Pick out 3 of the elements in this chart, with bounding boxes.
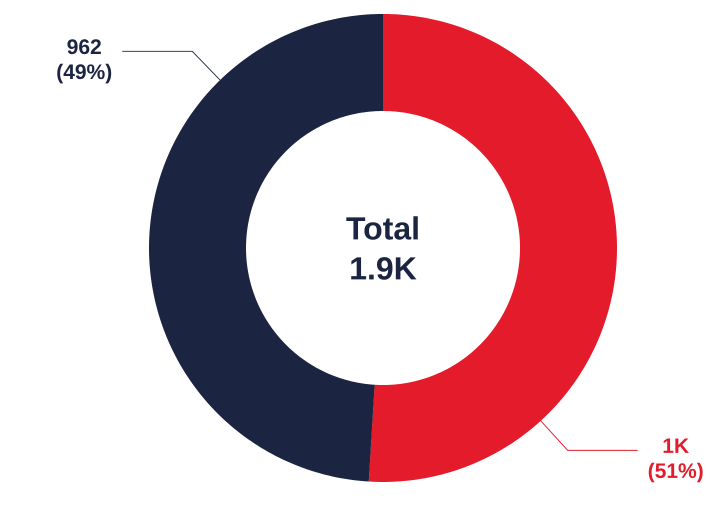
text: Total 1.9K <box>346 216 418 280</box>
data-label: 962 (49%) <box>57 39 112 84</box>
data-label: 1K (51%) <box>648 438 703 482</box>
